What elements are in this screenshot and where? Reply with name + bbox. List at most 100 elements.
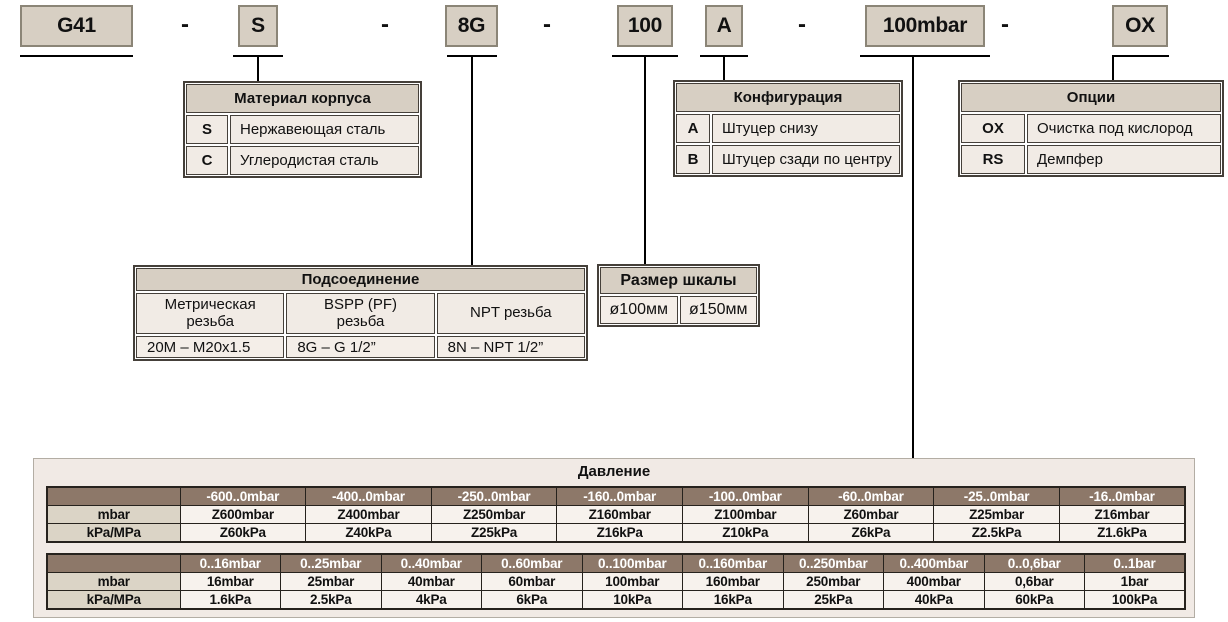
pressure-value-cell: Z250mbar [430,505,558,524]
pressure-value-cell: Z16mbar [1058,505,1186,524]
pressure-unit-label: kPa/MPa [46,523,181,543]
material-label-cell: Углеродистая сталь [230,146,419,175]
pressure-unit-label: mbar [46,505,181,524]
pressure-value-cell: Z100mbar [682,505,809,524]
pressure-range-cell: 0..400mbar [883,553,985,573]
underline-range [860,55,990,57]
code-box-dial-size: 100 [617,5,673,47]
configuration-table: Конфигурация A Штуцер снизу B Штуцер сза… [673,80,903,177]
material-code-cell: C [186,146,228,175]
pressure-value-cell: 10kPa [581,590,683,610]
pressure-value-cell: 40mbar [380,572,482,591]
connector-dial-size [644,56,646,264]
connector-material [257,56,259,81]
pressure-value-cell: 25mbar [280,572,382,591]
pressure-range-cell: -16..0mbar [1058,486,1186,506]
pressure-mbar-row: mbar 16mbar 25mbar 40mbar 60mbar 100mbar 160mb… [46,572,1186,591]
pressure-range-cell: 0..60mbar [481,553,583,573]
pressure-kpa-row: kPa/MPa Z60kPa Z40kPa Z25kPa Z16kPa Z10kPa Z6k… [46,523,1186,543]
connection-type-header: Метрическая резьба [136,293,285,334]
options-table-title: Опции [961,83,1221,112]
pressure-title: Давление [577,463,651,480]
connection-type-header: NPT резьба [436,293,585,334]
pressure-value-cell: 160mbar [682,572,784,591]
material-code-cell: S [186,115,228,144]
options-table: Опции OX Очистка под кислород RS Демпфер [958,80,1224,177]
connector-configuration [723,56,725,80]
configuration-label-cell: Штуцер снизу [712,114,900,143]
code-box-configuration: A [705,5,743,47]
underline-model [20,55,133,57]
pressure-header-row: -600..0mbar -400..0mbar -250..0mbar -160..0… [46,486,1186,506]
pressure-value-cell: 4kPa [380,590,482,610]
material-table: Материал корпуса S Нержавеющая сталь C У… [183,81,422,178]
pressure-header-row: 0..16mbar 0..25mbar 0..40mbar 0..60mbar 0..1… [46,553,1186,573]
pressure-range-cell: -600..0mbar [179,486,307,506]
pressure-range-cell: 0..250mbar [782,553,884,573]
pressure-corner-cell [46,486,181,506]
pressure-table-negative-ranges: -600..0mbar -400..0mbar -250..0mbar -160..0… [46,486,1186,543]
options-code-cell: RS [961,145,1025,174]
pressure-unit-label: kPa/MPa [46,590,181,610]
pressure-table-positive-ranges: 0..16mbar 0..25mbar 0..40mbar 0..60mbar 0..1… [46,553,1186,610]
pressure-range-cell: -60..0mbar [807,486,935,506]
connection-code-cell: 8G – G 1/2” [286,336,435,358]
pressure-value-cell: 0,6bar [983,572,1085,591]
pressure-value-cell: Z10kPa [682,523,809,543]
pressure-corner-cell [46,553,181,573]
pressure-range-cell: -100..0mbar [682,486,809,506]
configuration-table-title: Конфигурация [676,83,900,112]
pressure-value-cell: Z40kPa [305,523,432,543]
pressure-range-cell: 0..1bar [1084,553,1186,573]
pressure-range-cell: 0..16mbar [179,553,281,573]
pressure-value-cell: 100mbar [581,572,683,591]
code-box-options: OX [1112,5,1168,47]
pressure-value-cell: Z16kPa [556,523,683,543]
underline-options [1112,55,1169,57]
pressure-value-cell: 16mbar [179,572,281,591]
scale-size-cell: ø100мм [600,296,678,324]
pressure-range-cell: 0..100mbar [581,553,683,573]
pressure-value-cell: 250mbar [782,572,884,591]
pressure-value-cell: 16kPa [682,590,784,610]
pressure-range-cell: -250..0mbar [430,486,558,506]
connection-code-cell: 8N – NPT 1/2” [436,336,585,358]
code-separator: - [181,11,189,38]
pressure-value-cell: Z160mbar [556,505,683,524]
pressure-value-cell: 60mbar [481,572,583,591]
scale-size-cell: ø150мм [679,296,757,324]
pressure-value-cell: 40kPa [883,590,985,610]
connection-table: Подсоединение Метрическая резьба BSPP (P… [133,265,588,361]
material-table-title: Материал корпуса [186,84,419,113]
scale-size-title: Размер шкалы [600,267,757,294]
pressure-value-cell: Z25mbar [933,505,1060,524]
pressure-value-cell: Z60kPa [179,523,307,543]
pressure-value-cell: Z60mbar [807,505,935,524]
pressure-range-cell: 0..0,6bar [983,553,1085,573]
pressure-range-cell: 0..160mbar [682,553,784,573]
pressure-range-cell: -160..0mbar [556,486,683,506]
material-label-cell: Нержавеющая сталь [230,115,419,144]
pressure-section: Давление -600..0mbar -400..0mbar -250..0mb… [33,458,1195,618]
connector-options [1112,56,1114,80]
pressure-value-cell: 25kPa [782,590,884,610]
code-separator: - [1001,11,1009,38]
code-box-connection: 8G [445,5,498,47]
connector-range [912,56,914,458]
pressure-value-cell: 1bar [1084,572,1186,591]
connection-type-header: BSPP (PF) резьба [286,293,435,334]
pressure-value-cell: 100kPa [1084,590,1186,610]
options-label-cell: Очистка под кислород [1027,114,1221,143]
code-box-model: G41 [20,5,133,47]
connection-code-cell: 20M – M20x1.5 [136,336,285,358]
pressure-mbar-row: mbar Z600mbar Z400mbar Z250mbar Z160mbar Z100… [46,505,1186,524]
connection-table-title: Подсоединение [136,268,585,291]
scale-size-table: Размер шкалы ø100мм ø150мм [597,264,760,327]
pressure-kpa-row: kPa/MPa 1.6kPa 2.5kPa 4kPa 6kPa 10kPa 16kPa 25k… [46,590,1186,610]
pressure-value-cell: 400mbar [883,572,985,591]
configuration-code-cell: A [676,114,710,143]
pressure-value-cell: Z6kPa [807,523,935,543]
pressure-range-cell: -25..0mbar [933,486,1060,506]
configuration-code-cell: B [676,145,710,174]
